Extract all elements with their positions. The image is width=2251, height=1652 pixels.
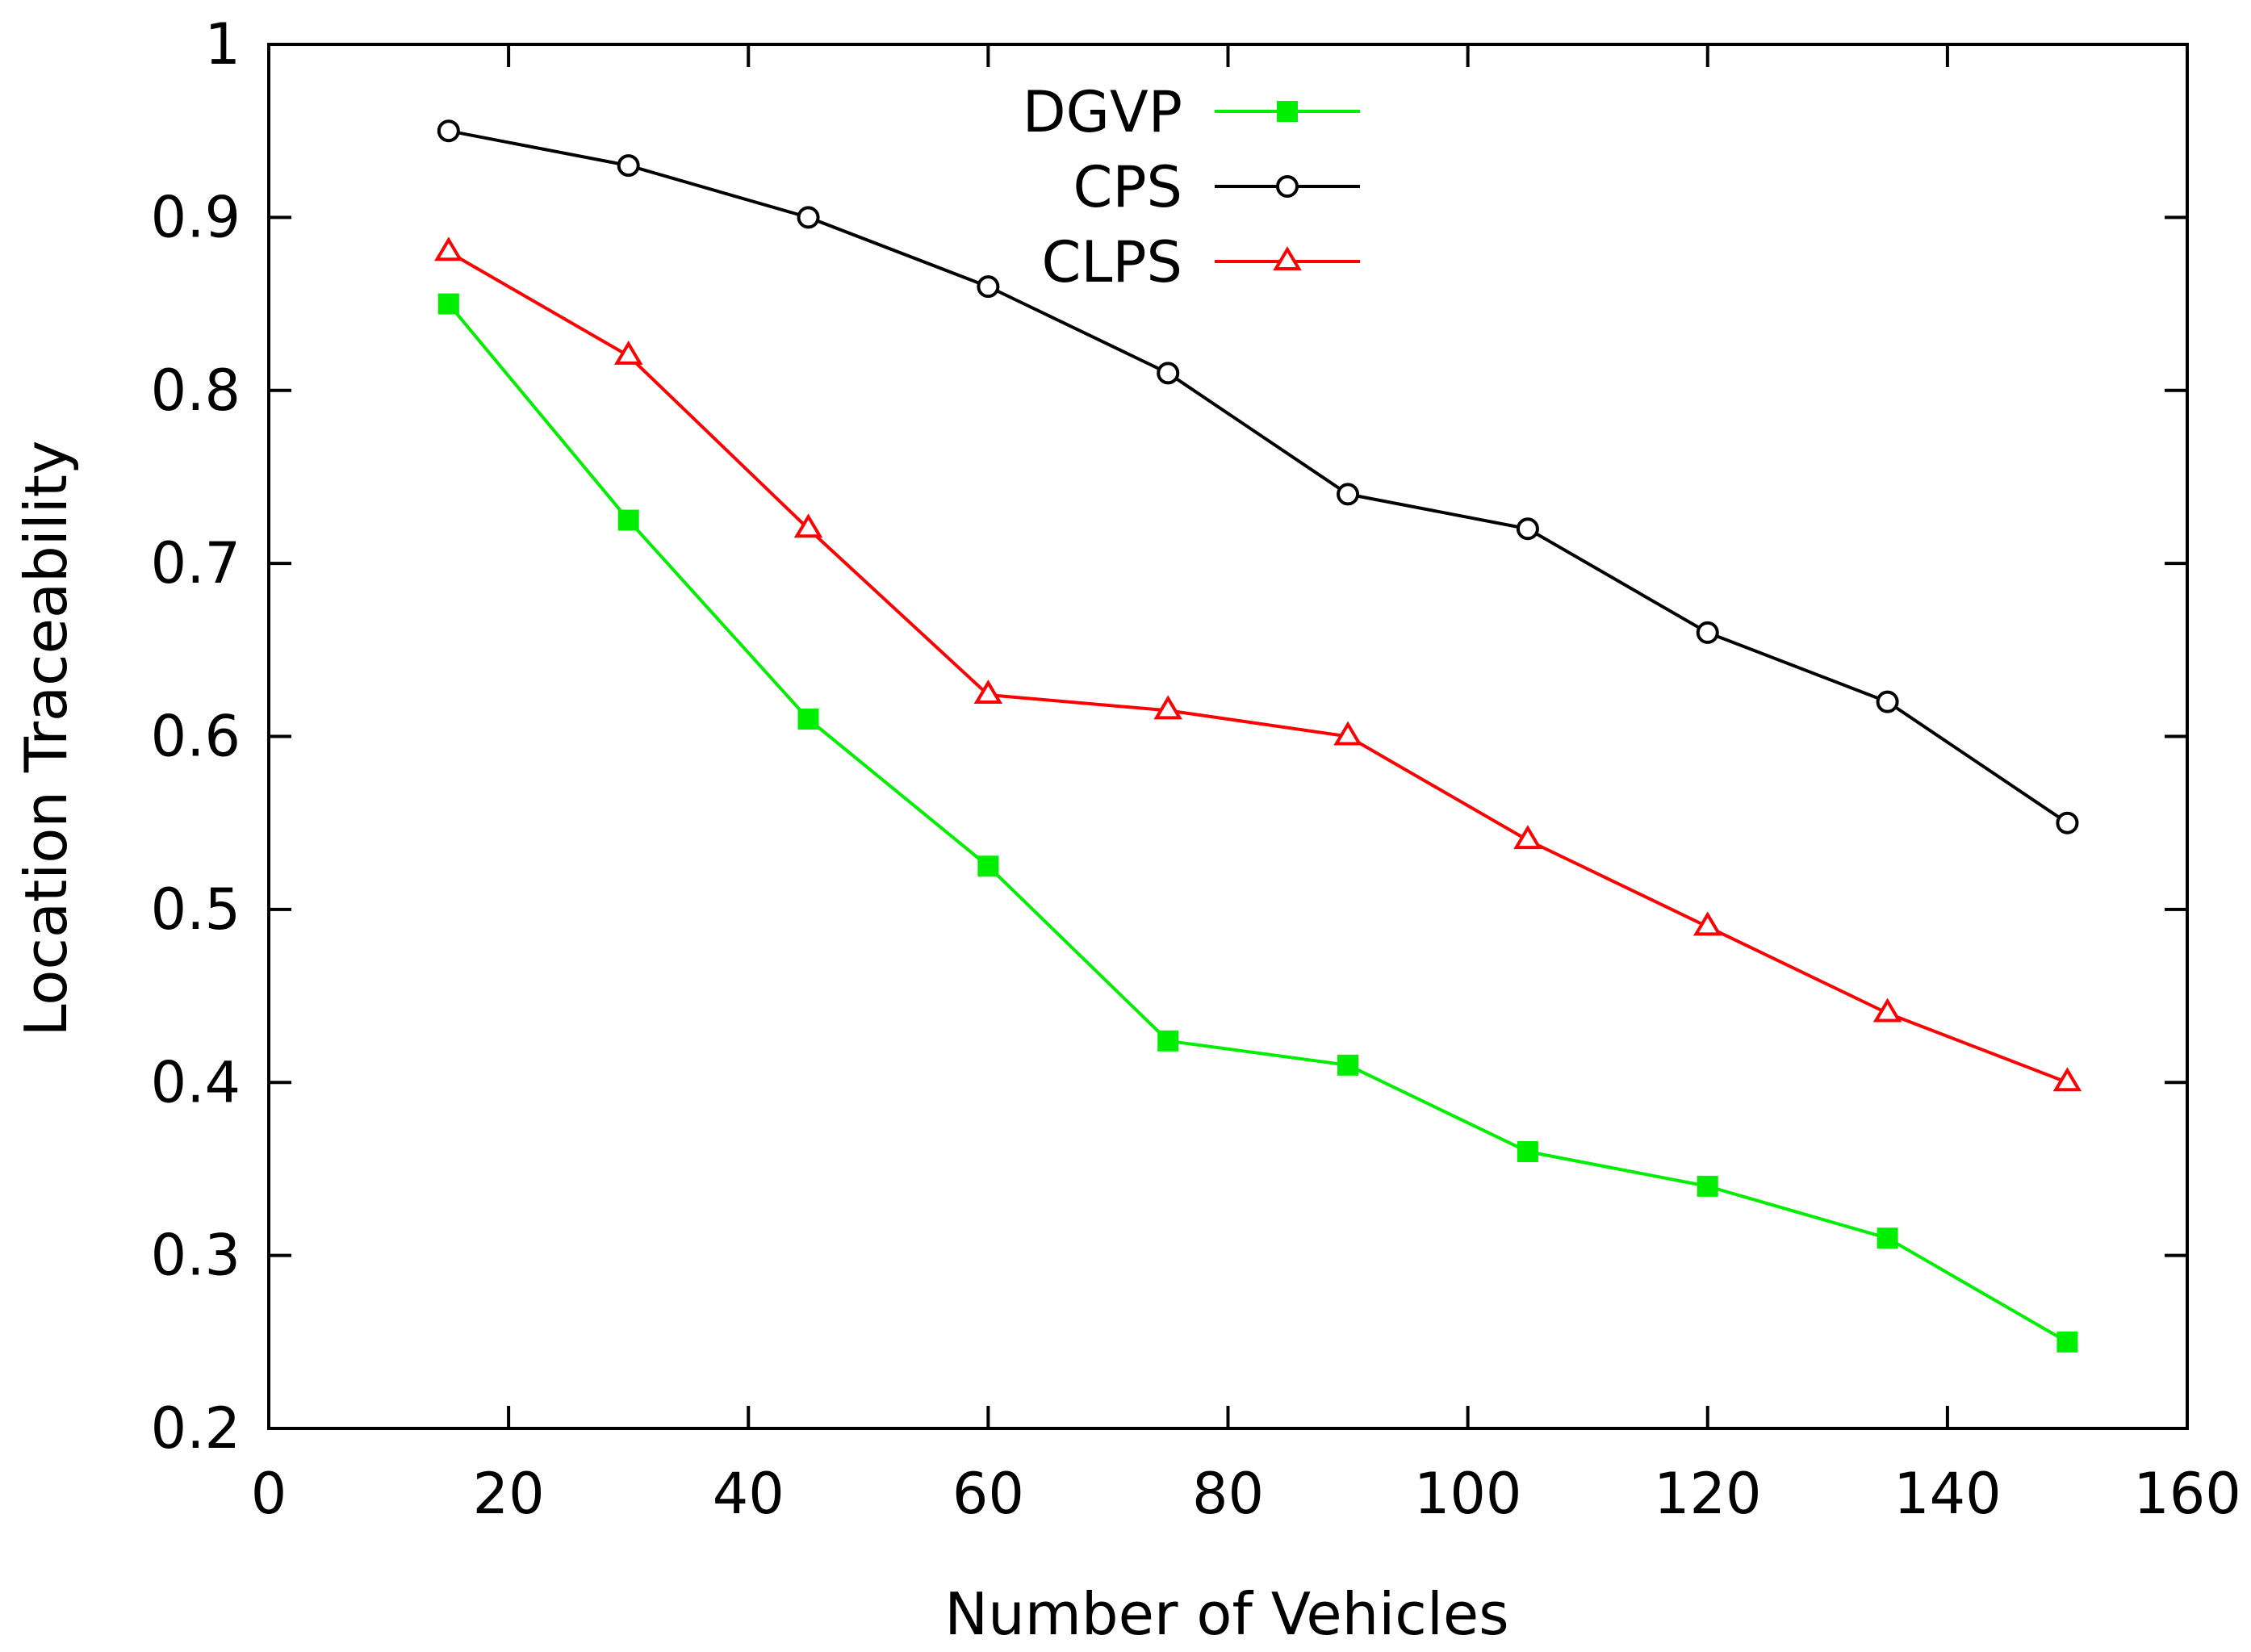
x-tick-label: 60 bbox=[952, 1461, 1024, 1527]
data-point-dgvp bbox=[797, 709, 819, 730]
data-point-dgvp bbox=[1877, 1227, 1898, 1249]
x-tick-label: 140 bbox=[1893, 1461, 2002, 1527]
data-point-clps bbox=[1692, 911, 1722, 936]
y-tick-label: 0.8 bbox=[151, 358, 241, 424]
legend-label: CPS bbox=[1073, 154, 1182, 220]
data-point-cps bbox=[1696, 621, 1719, 644]
x-axis-label: Number of Vehicles bbox=[944, 1580, 1508, 1648]
data-point-clps bbox=[1513, 825, 1542, 850]
data-point-clps bbox=[613, 340, 643, 365]
x-tick-label: 40 bbox=[713, 1461, 785, 1527]
data-point-cps bbox=[797, 206, 820, 229]
axes: 0 20 40 60 80 100 120 140 160 0.2 0.3 0.4 0.5 0.6 0.7 0… bbox=[151, 11, 2241, 1527]
y-axis-label: Location Traceability bbox=[12, 440, 80, 1036]
data-point-clps bbox=[793, 513, 823, 538]
data-point-cps bbox=[1337, 483, 1360, 506]
data-point-cps bbox=[2056, 811, 2079, 834]
y-tick-label: 0.2 bbox=[151, 1395, 241, 1462]
y-tick-label: 0.3 bbox=[151, 1223, 241, 1289]
data-point-dgvp bbox=[1517, 1141, 1538, 1162]
x-tick-label: 100 bbox=[1414, 1461, 1522, 1527]
x-tick-label: 0 bbox=[251, 1461, 287, 1527]
data-point-dgvp bbox=[437, 293, 459, 315]
data-point-clps bbox=[434, 236, 463, 261]
data-point-dgvp bbox=[1697, 1175, 1718, 1197]
series-dgvp bbox=[437, 293, 2078, 1353]
y-tick-label: 1 bbox=[204, 11, 241, 77]
data-point-clps bbox=[1333, 721, 1362, 746]
y-tick-label: 0.4 bbox=[151, 1049, 241, 1115]
series-line-cps bbox=[448, 129, 2069, 825]
data-point-dgvp bbox=[1157, 1030, 1179, 1052]
legend-label: CLPS bbox=[1041, 229, 1182, 295]
data-point-cps bbox=[1876, 690, 1899, 713]
legend-item-clps: CLPS bbox=[1041, 229, 1360, 295]
legend-marker bbox=[1277, 101, 1298, 122]
x-tick-label: 160 bbox=[2133, 1461, 2241, 1527]
x-tick-label: 20 bbox=[473, 1461, 545, 1527]
legend: DGVP CPS CLPS bbox=[1023, 79, 1360, 295]
legend-item-dgvp: DGVP bbox=[1023, 79, 1360, 145]
data-point-dgvp bbox=[1337, 1054, 1359, 1076]
x-tick-label: 120 bbox=[1654, 1461, 1762, 1527]
series-line-clps bbox=[447, 250, 2069, 1085]
series-layer bbox=[434, 119, 2082, 1353]
y-tick-label: 0.9 bbox=[151, 184, 241, 250]
data-point-cps bbox=[437, 119, 460, 143]
y-tick-label: 0.7 bbox=[151, 530, 241, 596]
data-point-dgvp bbox=[617, 509, 639, 531]
data-point-cps bbox=[977, 275, 1000, 299]
series-cps bbox=[437, 119, 2079, 834]
data-point-clps bbox=[2052, 1067, 2082, 1092]
data-point-dgvp bbox=[2056, 1331, 2078, 1353]
x-tick-label: 80 bbox=[1192, 1461, 1264, 1527]
data-point-cps bbox=[1516, 517, 1539, 541]
data-point-dgvp bbox=[977, 855, 999, 877]
series-clps bbox=[434, 236, 2082, 1092]
data-point-cps bbox=[617, 154, 640, 178]
y-tick-label: 0.6 bbox=[151, 704, 241, 770]
legend-item-cps: CPS bbox=[1073, 154, 1360, 220]
data-point-clps bbox=[1153, 695, 1182, 720]
data-point-cps bbox=[1157, 362, 1180, 385]
y-tick-label: 0.5 bbox=[151, 876, 241, 943]
legend-marker bbox=[1273, 246, 1302, 270]
legend-label: DGVP bbox=[1023, 79, 1182, 145]
series-line-dgvp bbox=[447, 303, 2069, 1344]
data-point-clps bbox=[1872, 997, 1902, 1023]
data-point-clps bbox=[973, 680, 1003, 705]
legend-marker bbox=[1276, 175, 1299, 198]
